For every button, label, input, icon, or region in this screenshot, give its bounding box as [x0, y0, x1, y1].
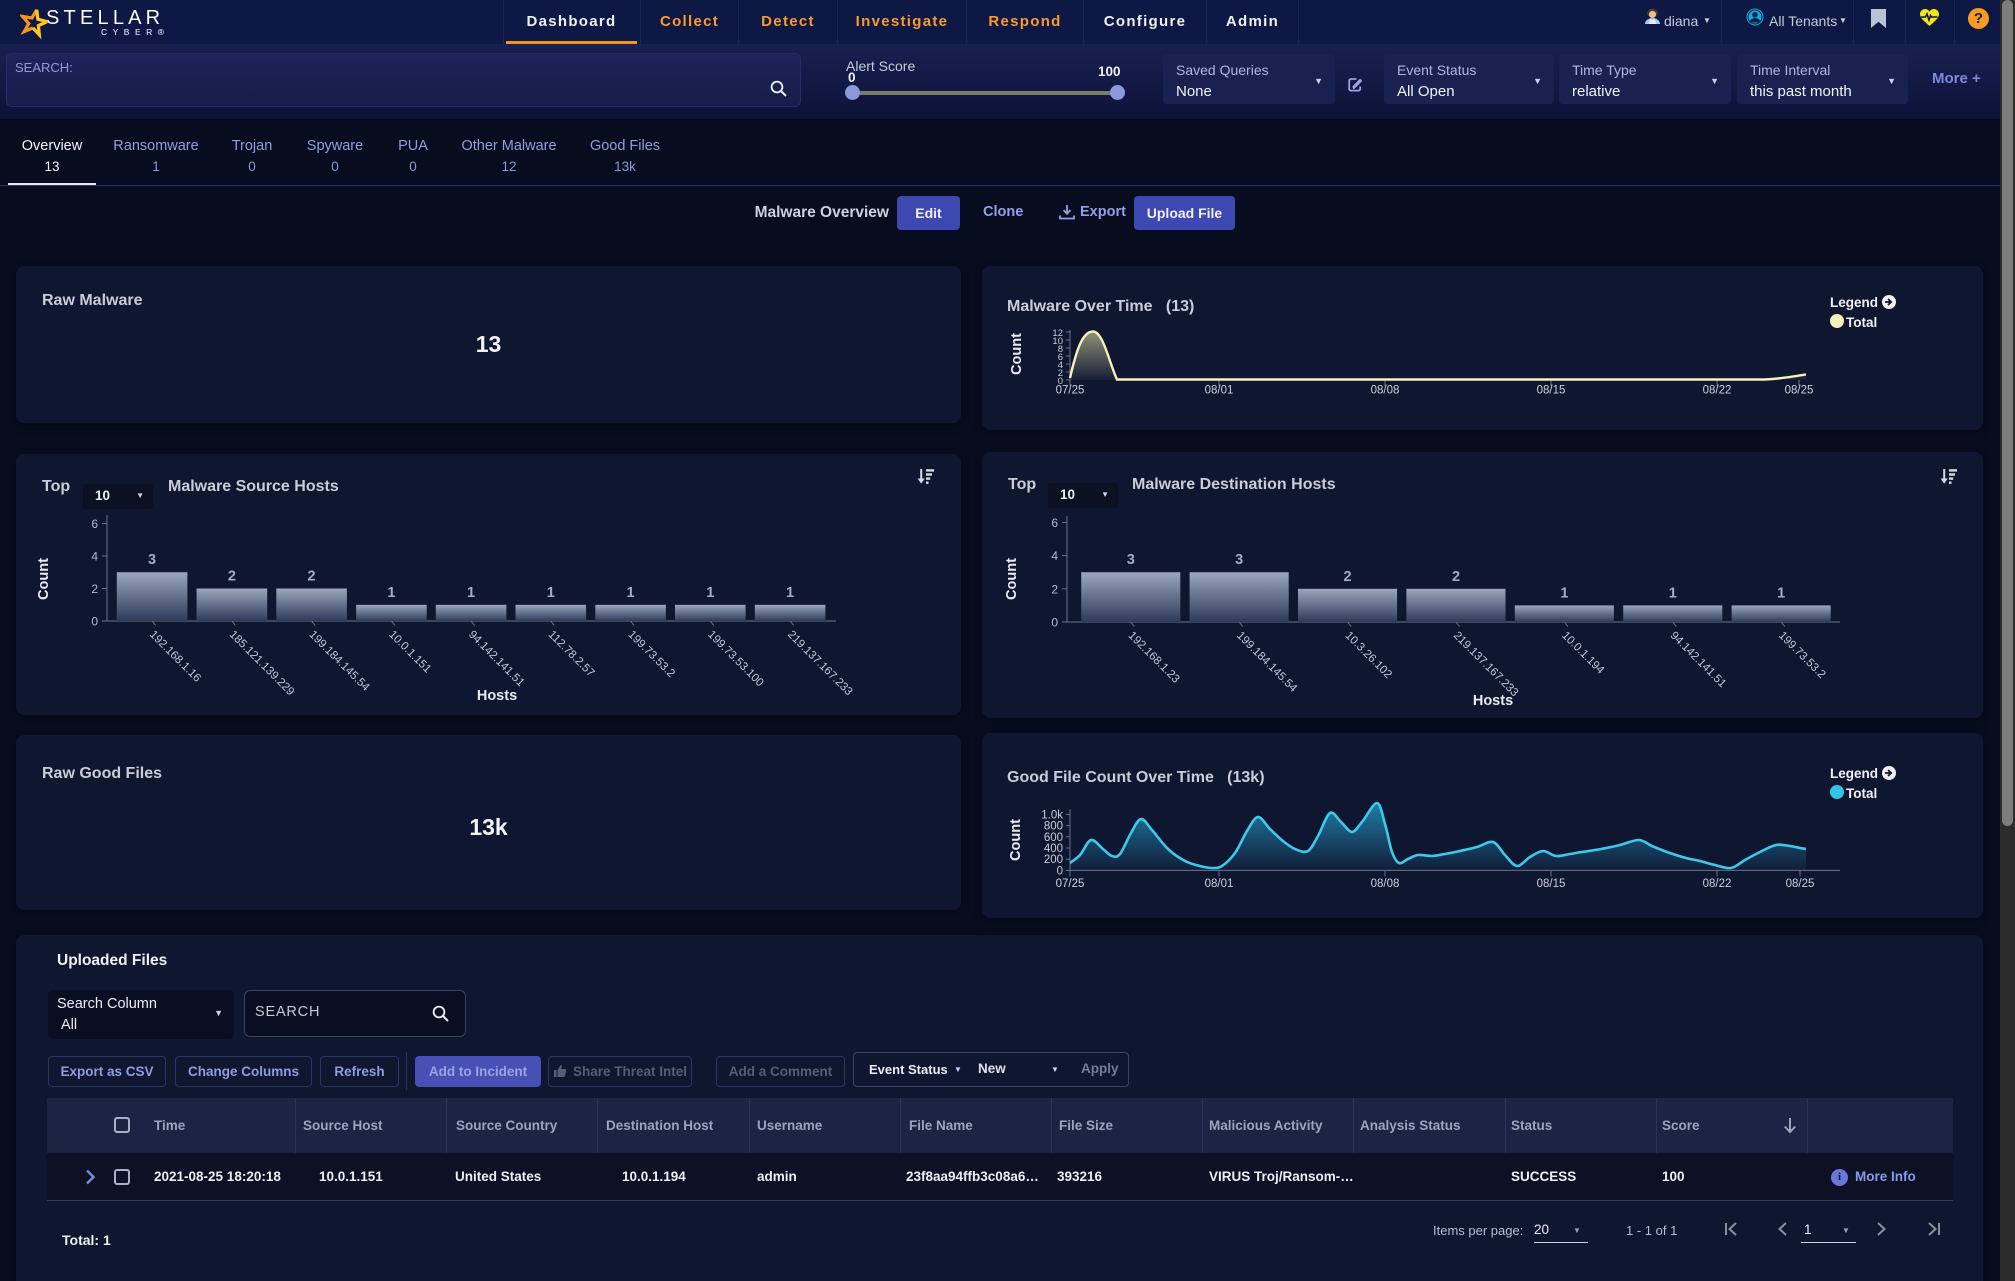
svg-text:185.121.139.229: 185.121.139.229 — [227, 629, 297, 699]
svg-text:10.0.1.194: 10.0.1.194 — [1559, 630, 1606, 677]
svg-text:219.137.167.233: 219.137.167.233 — [1451, 630, 1521, 700]
svg-text:1: 1 — [1560, 585, 1568, 601]
svg-text:199.73.53.100: 199.73.53.100 — [705, 629, 765, 689]
svg-text:08/25: 08/25 — [1785, 385, 1814, 397]
svg-text:08/08: 08/08 — [1371, 385, 1400, 397]
svg-text:1: 1 — [1777, 585, 1785, 601]
svg-text:0: 0 — [1058, 376, 1063, 387]
svg-text:199.73.53.2: 199.73.53.2 — [625, 629, 676, 680]
svg-text:1: 1 — [387, 585, 395, 601]
svg-text:07/25: 07/25 — [1056, 878, 1085, 890]
svg-text:1: 1 — [1669, 585, 1677, 601]
svg-text:200: 200 — [1044, 854, 1063, 866]
svg-text:6: 6 — [91, 517, 98, 531]
svg-text:Hosts: Hosts — [477, 688, 517, 704]
svg-text:199.184.145.54: 199.184.145.54 — [306, 629, 371, 694]
svg-text:6: 6 — [1058, 352, 1063, 363]
svg-text:1: 1 — [547, 585, 555, 601]
svg-text:6: 6 — [1051, 516, 1058, 530]
svg-text:2: 2 — [1058, 368, 1063, 379]
svg-text:10.0.1.151: 10.0.1.151 — [386, 629, 433, 676]
svg-text:10.3.26.102: 10.3.26.102 — [1342, 630, 1393, 681]
svg-text:1: 1 — [786, 585, 794, 601]
svg-text:4: 4 — [91, 550, 98, 564]
svg-text:199.73.53.2: 199.73.53.2 — [1776, 630, 1827, 681]
svg-text:0: 0 — [91, 615, 98, 629]
svg-text:199.184.145.54: 199.184.145.54 — [1234, 630, 1299, 695]
svg-text:800: 800 — [1044, 821, 1063, 833]
svg-text:192.168.1.23: 192.168.1.23 — [1126, 630, 1182, 686]
svg-text:112.78.2.57: 112.78.2.57 — [546, 629, 597, 680]
svg-text:07/25: 07/25 — [1056, 385, 1085, 397]
svg-text:94.142.141.51: 94.142.141.51 — [466, 629, 526, 689]
svg-text:08/08: 08/08 — [1371, 878, 1400, 890]
svg-text:3: 3 — [148, 552, 156, 568]
svg-text:10: 10 — [1052, 336, 1063, 347]
svg-text:3: 3 — [1235, 552, 1243, 568]
svg-text:08/01: 08/01 — [1205, 385, 1234, 397]
svg-text:0: 0 — [1057, 865, 1063, 877]
svg-text:600: 600 — [1044, 832, 1063, 844]
svg-text:2: 2 — [1051, 582, 1058, 596]
svg-text:400: 400 — [1044, 843, 1063, 855]
svg-text:08/22: 08/22 — [1703, 385, 1732, 397]
svg-text:1.0k: 1.0k — [1041, 809, 1063, 821]
svg-text:2: 2 — [91, 582, 98, 596]
svg-text:1: 1 — [706, 585, 714, 601]
svg-text:2: 2 — [308, 569, 316, 585]
svg-text:192.168.1.16: 192.168.1.16 — [147, 629, 203, 685]
svg-text:219.137.167.233: 219.137.167.233 — [785, 629, 855, 699]
svg-text:08/15: 08/15 — [1537, 878, 1566, 890]
svg-text:08/25: 08/25 — [1786, 878, 1815, 890]
svg-text:1: 1 — [467, 585, 475, 601]
svg-text:2: 2 — [1344, 569, 1352, 585]
svg-text:94.142.141.51: 94.142.141.51 — [1668, 630, 1728, 690]
svg-text:08/22: 08/22 — [1703, 878, 1732, 890]
svg-text:2: 2 — [1452, 569, 1460, 585]
svg-text:Hosts: Hosts — [1473, 693, 1513, 709]
svg-text:8: 8 — [1058, 344, 1063, 355]
svg-text:08/15: 08/15 — [1537, 385, 1566, 397]
svg-text:3: 3 — [1127, 552, 1135, 568]
svg-text:4: 4 — [1058, 360, 1063, 371]
svg-text:4: 4 — [1051, 549, 1058, 563]
svg-text:0: 0 — [1051, 616, 1058, 630]
svg-text:08/01: 08/01 — [1205, 878, 1234, 890]
svg-text:12: 12 — [1052, 328, 1063, 339]
svg-text:2: 2 — [228, 569, 236, 585]
svg-text:1: 1 — [627, 585, 635, 601]
